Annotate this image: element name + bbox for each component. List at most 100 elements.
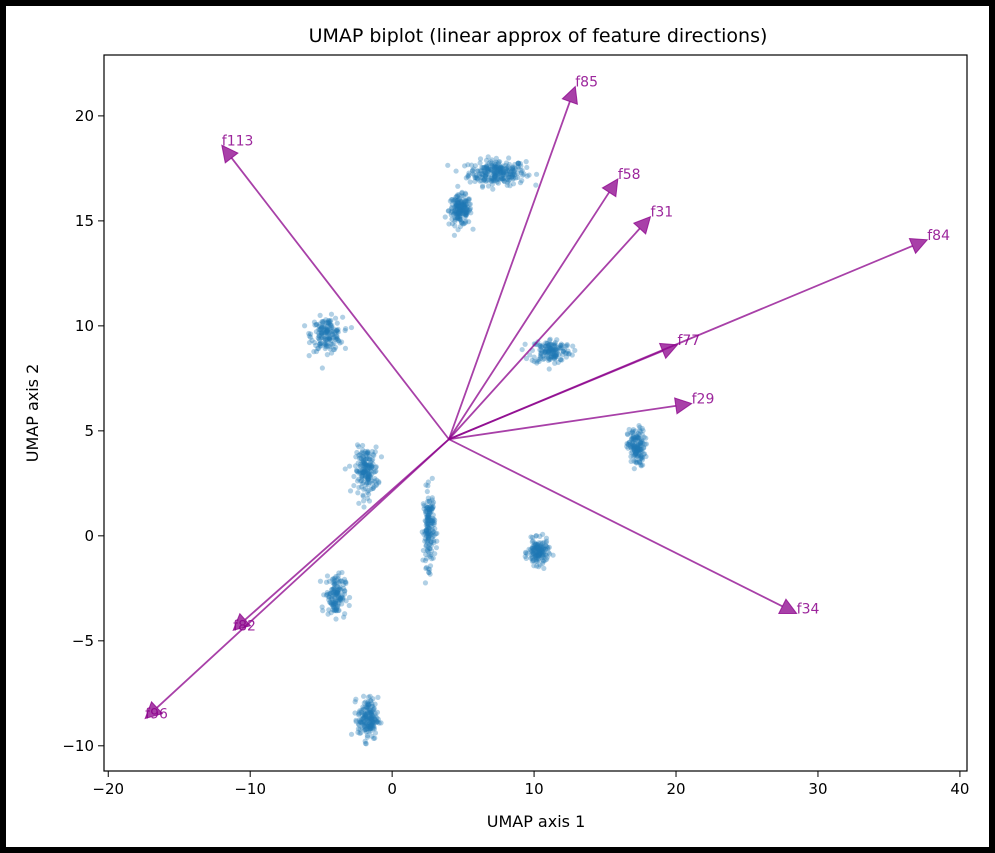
data-point — [456, 204, 462, 210]
data-point — [530, 550, 536, 556]
data-point — [538, 347, 544, 353]
data-point — [486, 168, 492, 174]
data-point — [533, 182, 539, 188]
data-point — [455, 216, 461, 222]
data-point — [445, 208, 451, 214]
data-point — [633, 444, 640, 450]
data-point — [427, 507, 433, 513]
data-point — [306, 333, 312, 339]
data-point — [357, 726, 363, 732]
data-point — [354, 478, 361, 484]
data-point — [360, 716, 366, 722]
data-point — [426, 566, 433, 573]
data-point — [511, 172, 517, 178]
data-point — [333, 616, 339, 622]
data-point — [478, 171, 484, 177]
data-point — [498, 176, 505, 182]
data-point — [493, 159, 499, 165]
data-point — [334, 333, 340, 339]
data-point — [429, 523, 435, 529]
data-point — [362, 711, 368, 717]
data-point — [455, 214, 461, 220]
data-point — [426, 536, 432, 542]
data-point — [464, 198, 470, 204]
data-point — [370, 485, 376, 491]
data-point — [534, 545, 540, 551]
data-point — [457, 215, 463, 222]
data-point — [456, 192, 462, 198]
data-point — [327, 591, 334, 597]
data-point — [558, 342, 564, 349]
data-point — [495, 171, 501, 178]
data-point — [369, 724, 375, 731]
data-point — [641, 451, 647, 457]
data-point — [532, 554, 538, 560]
data-point — [548, 353, 554, 360]
data-point — [326, 318, 332, 324]
data-point — [638, 462, 644, 468]
arrow-f85: f85 — [448, 74, 598, 440]
data-point — [354, 449, 360, 456]
data-point — [535, 551, 541, 558]
data-point — [462, 163, 468, 169]
data-point — [309, 337, 315, 343]
data-point — [367, 723, 373, 729]
data-point — [324, 327, 330, 334]
x-tick-label: 20 — [666, 780, 685, 798]
data-point — [452, 208, 458, 214]
data-point — [505, 164, 511, 170]
data-point — [428, 517, 434, 523]
data-point — [635, 435, 641, 441]
data-point — [553, 348, 559, 354]
data-point — [456, 206, 463, 212]
data-point — [639, 455, 646, 461]
data-point — [636, 446, 642, 452]
data-point — [529, 558, 536, 564]
data-point — [333, 591, 339, 597]
data-point — [533, 542, 539, 548]
data-point — [324, 591, 330, 598]
data-point — [362, 461, 368, 467]
data-point — [489, 181, 495, 187]
data-point — [545, 546, 551, 552]
data-point — [316, 333, 322, 339]
data-point — [331, 580, 338, 587]
data-point — [531, 550, 537, 557]
data-point — [547, 356, 553, 363]
data-point — [339, 594, 345, 600]
data-point — [358, 463, 364, 469]
data-point — [424, 547, 430, 554]
arrow-head — [221, 144, 239, 164]
data-point — [318, 335, 324, 341]
data-point — [428, 540, 434, 546]
data-point — [427, 530, 434, 537]
data-point — [366, 477, 372, 483]
data-point — [453, 203, 459, 210]
data-point — [634, 442, 641, 448]
data-point — [513, 166, 519, 172]
data-point — [371, 724, 377, 730]
data-point — [362, 724, 368, 730]
data-point — [341, 614, 347, 620]
data-point — [457, 198, 463, 204]
data-point — [548, 345, 554, 351]
data-point — [361, 460, 368, 467]
y-tick-label: 0 — [84, 527, 94, 545]
data-point — [321, 323, 328, 329]
data-point — [628, 430, 634, 436]
data-point — [630, 444, 636, 450]
data-point — [486, 166, 492, 172]
data-point — [559, 352, 566, 358]
data-point — [365, 694, 372, 700]
data-point — [544, 352, 551, 358]
data-point — [555, 359, 561, 366]
data-point — [483, 157, 490, 163]
data-point — [332, 605, 338, 611]
data-point — [364, 718, 370, 724]
data-point — [426, 508, 432, 515]
data-point — [488, 167, 495, 174]
data-point — [534, 544, 540, 550]
data-point — [425, 566, 431, 572]
data-point — [502, 171, 508, 177]
data-point — [317, 343, 323, 349]
